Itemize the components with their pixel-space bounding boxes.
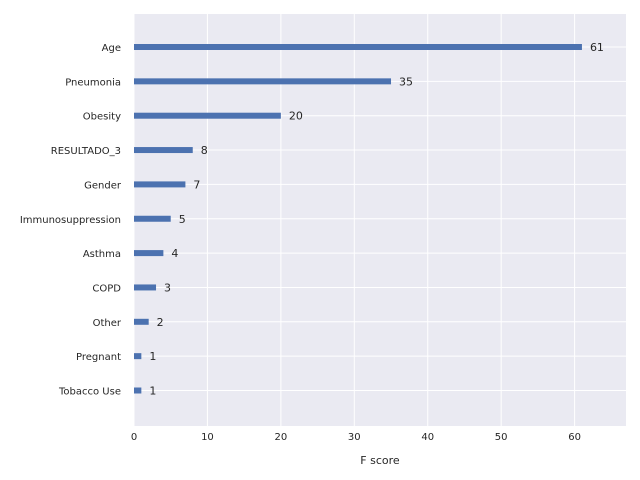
bar-other [134,318,149,325]
data-label: 4 [171,247,178,260]
data-label: 8 [201,144,208,157]
bar-resultado-3 [134,147,193,154]
bar-copd [134,284,157,291]
y-tick-labels: Age Pneumonia Obesity RESULTADO_3 Gender Immu… [20,43,122,398]
x-tick-label: 20 [274,432,287,443]
y-tick-label: COPD [92,283,121,294]
bar-asthma [134,250,164,257]
y-tick-label: Other [93,318,122,329]
data-label: 61 [590,41,604,54]
bar-immunosuppression [134,215,171,222]
data-label: 5 [179,213,186,226]
data-label: 3 [164,281,171,294]
x-tick-label: 30 [348,432,361,443]
bars [134,44,582,394]
y-tick-label: Pneumonia [65,77,121,88]
bar-tobacco-use [134,387,142,394]
y-tick-label: Asthma [83,249,121,260]
data-label: 20 [289,110,303,123]
data-label: 7 [193,178,200,191]
y-tick-label: Pregnant [76,352,121,363]
x-tick-label: 60 [568,432,581,443]
x-tick-labels: 0 10 20 30 40 50 60 [131,432,581,443]
x-tick-label: 40 [421,432,434,443]
bar-obesity [134,112,281,119]
data-label: 35 [399,75,413,88]
bar-age [134,44,582,50]
data-labels: 61 35 20 8 7 5 4 3 2 1 1 [149,41,604,398]
data-label: 1 [149,350,156,363]
data-label: 2 [157,316,164,329]
x-tick-label: 0 [131,432,137,443]
bar-gender [134,181,186,188]
y-tick-label: Age [102,43,121,54]
x-tick-label: 50 [495,432,508,443]
bar-pregnant [134,353,142,360]
x-tick-label: 10 [201,432,214,443]
y-tick-label: Tobacco Use [58,387,121,398]
y-tick-label: Immunosuppression [20,215,121,226]
y-tick-label: Gender [84,180,122,191]
y-tick-label: Obesity [83,112,121,123]
data-label: 1 [149,385,156,398]
bar-pneumonia [134,78,392,85]
y-tick-label: RESULTADO_3 [51,146,121,157]
x-axis-title: F score [360,454,400,467]
